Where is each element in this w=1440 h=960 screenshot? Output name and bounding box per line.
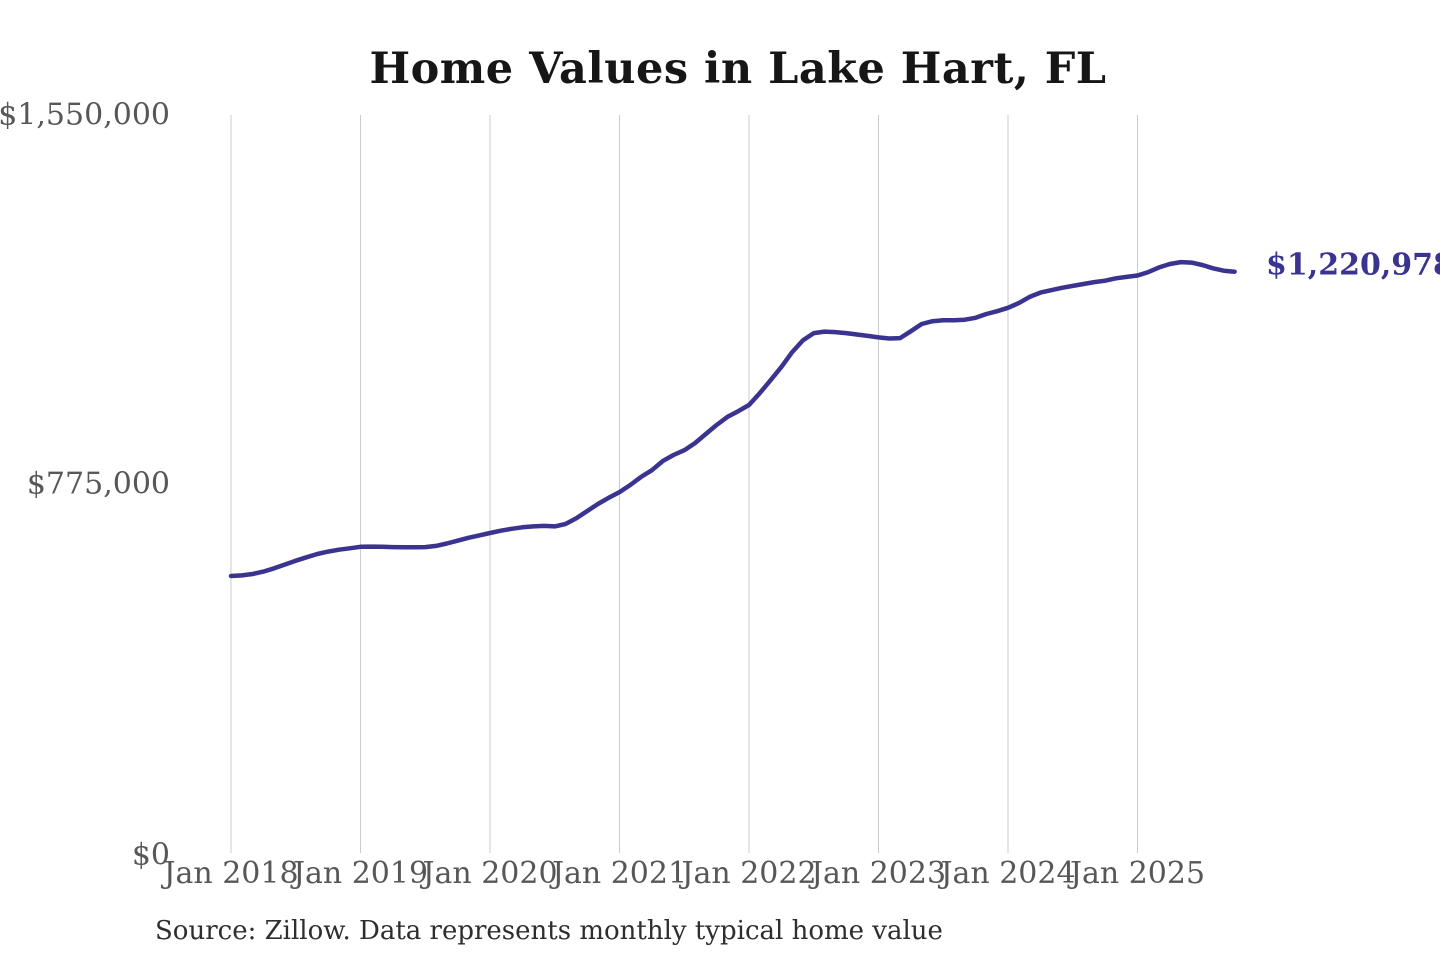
x-tick-label: Jan 2023 [810, 856, 947, 891]
x-tick-label: Jan 2019 [292, 856, 429, 891]
x-tick-label: Jan 2024 [940, 856, 1076, 891]
x-tick-label: Jan 2020 [422, 856, 558, 891]
y-tick-label: $775,000 [26, 466, 170, 502]
x-tick-label: Jan 2018 [163, 856, 299, 891]
y-tick-label: $0 [131, 837, 170, 873]
x-tick-label: Jan 2022 [681, 856, 817, 891]
home-value-line [228, 259, 1237, 579]
source-note: Source: Zillow. Data represents monthly … [155, 916, 943, 946]
x-tick-label: Jan 2025 [1069, 856, 1206, 891]
latest-value-label: $1,220,978 [1266, 247, 1440, 283]
y-tick-label: $1,550,000 [0, 97, 170, 133]
x-tick-label: Jan 2021 [551, 856, 688, 891]
chart-title: Home Values in Lake Hart, FL [369, 44, 1107, 94]
